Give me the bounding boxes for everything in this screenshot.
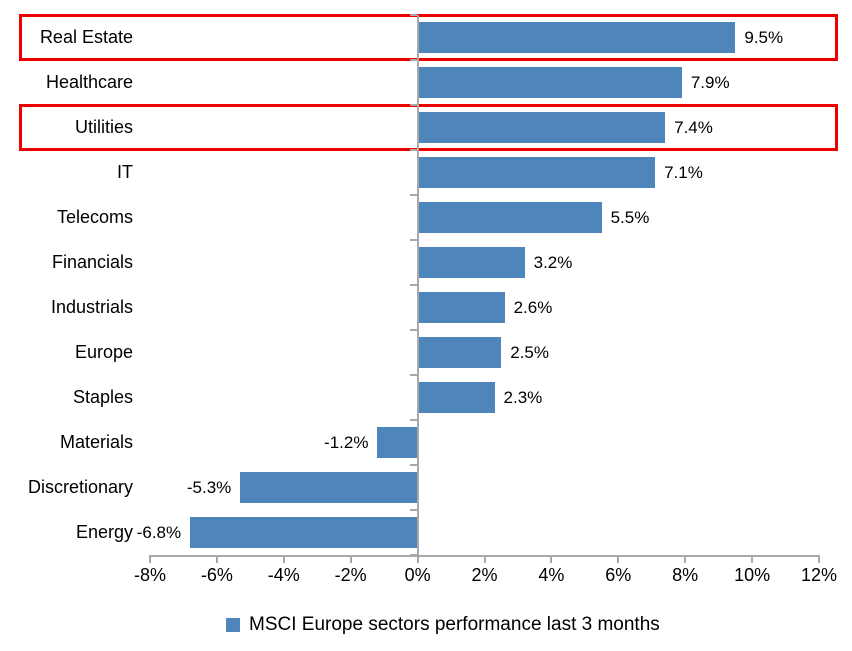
legend-swatch-icon — [226, 618, 240, 632]
category-label: Energy — [75, 522, 133, 542]
category-tick — [409, 104, 417, 106]
value-label: -5.3% — [186, 478, 232, 497]
x-axis-tick-label: 6% — [605, 565, 632, 585]
x-axis-tick — [349, 557, 352, 563]
x-axis-tick-label: 0% — [404, 565, 431, 585]
value-label: 2.5% — [510, 343, 549, 362]
bar — [417, 67, 682, 98]
category-tick — [409, 194, 417, 196]
value-label: 7.4% — [674, 118, 713, 137]
value-label: 3.2% — [533, 253, 573, 272]
x-axis-tick — [550, 557, 553, 563]
x-axis-tick-label: 2% — [471, 565, 498, 585]
category-label: IT — [117, 162, 133, 182]
zero-axis-line — [416, 15, 419, 555]
value-label: 7.1% — [664, 163, 703, 182]
category-tick — [409, 419, 417, 421]
value-label: 2.3% — [503, 388, 543, 407]
bar — [417, 157, 656, 188]
x-axis-tick-label: 12% — [800, 565, 838, 585]
x-axis-line — [149, 555, 820, 557]
chart-legend: MSCI Europe sectors performance last 3 m… — [226, 614, 660, 636]
x-axis-tick-label: -8% — [133, 565, 166, 585]
category-tick — [409, 509, 417, 511]
category-label: Financials — [51, 252, 133, 272]
x-axis-tick — [483, 557, 486, 563]
category-tick — [409, 239, 417, 241]
x-axis-tick-label: -2% — [334, 565, 367, 585]
category-tick — [409, 329, 417, 331]
bar — [417, 292, 505, 323]
x-axis-tick-label: 4% — [538, 565, 565, 585]
x-axis-tick-label: -4% — [267, 565, 300, 585]
x-axis-tick-label: 8% — [672, 565, 699, 585]
value-label: 5.5% — [610, 208, 650, 227]
value-label: -1.2% — [324, 433, 369, 452]
x-axis-tick — [684, 557, 687, 563]
bar — [417, 112, 666, 143]
x-axis-tick — [751, 557, 754, 563]
value-label: 9.5% — [744, 28, 784, 47]
x-axis-tick — [416, 557, 419, 563]
bar — [417, 337, 502, 368]
category-label: Utilities — [74, 117, 133, 137]
category-label: Staples — [72, 387, 133, 407]
x-axis-tick — [282, 557, 285, 563]
category-label: Healthcare — [45, 72, 133, 92]
category-tick — [409, 284, 417, 286]
x-axis-tick — [149, 557, 151, 563]
category-tick — [409, 464, 417, 466]
category-label: Real Estate — [39, 27, 133, 47]
category-label: Industrials — [50, 297, 133, 317]
value-label: 7.9% — [690, 73, 730, 92]
category-label: Telecoms — [56, 207, 133, 227]
category-tick — [409, 59, 417, 61]
x-axis-tick — [215, 557, 218, 563]
value-label: -6.8% — [136, 523, 182, 542]
category-tick — [409, 149, 417, 151]
value-label: 2.6% — [513, 298, 553, 317]
category-label: Discretionary — [27, 477, 133, 497]
category-label: Materials — [59, 432, 133, 452]
bar — [417, 247, 525, 278]
x-axis-tick — [617, 557, 620, 563]
category-label: Europe — [74, 342, 133, 362]
bar — [240, 472, 418, 503]
category-tick — [409, 14, 417, 16]
highlight-box — [19, 14, 838, 61]
highlight-box — [19, 104, 838, 151]
bar — [417, 382, 495, 413]
x-axis-tick-label: -6% — [200, 565, 233, 585]
legend-label: MSCI Europe sectors performance last 3 m… — [249, 614, 660, 635]
x-axis-tick — [818, 557, 820, 563]
bar — [190, 517, 418, 548]
bar — [417, 202, 602, 233]
bar — [417, 22, 736, 53]
x-axis-tick-label: 10% — [734, 565, 771, 585]
category-tick — [409, 374, 417, 376]
bar — [377, 427, 418, 458]
